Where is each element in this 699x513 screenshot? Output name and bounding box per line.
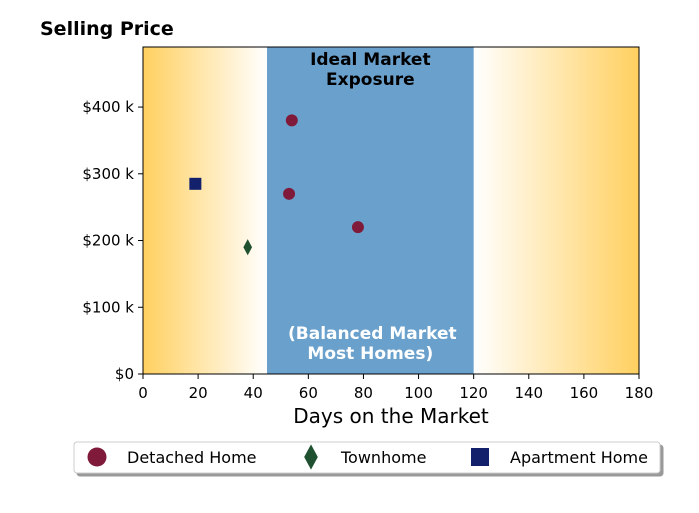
x-tick-label: 100 (404, 384, 433, 402)
left-gradient-region (143, 47, 267, 374)
band-top-label-line-2: Exposure (326, 70, 415, 90)
x-tick-label: 120 (459, 384, 488, 402)
plot-background (143, 47, 639, 374)
data-points (189, 114, 364, 256)
x-tick-label: 140 (514, 384, 543, 402)
axes-frame (142, 46, 640, 375)
right-gradient-region (473, 47, 639, 374)
y-tick-label: $200 k (82, 232, 134, 250)
apartment-home-legend-label: Apartment Home (510, 448, 648, 467)
y-axis-ticks: $0 $100 k $200 k $300 k $400 k (82, 98, 143, 383)
detached-home-point (283, 187, 296, 200)
y-tick-label: $0 (115, 365, 134, 383)
band-bottom-label-line-1: (Balanced Market (288, 324, 457, 344)
townhome-legend-marker (304, 444, 318, 470)
band-bottom-label-line-2: Most Homes) (307, 344, 433, 364)
detached-home-point (351, 221, 364, 234)
x-tick-label: 40 (244, 384, 263, 402)
x-axis-ticks: 0 20 40 60 80 100 120 140 160 180 (138, 374, 653, 402)
detached-home-legend-marker (87, 447, 107, 467)
detached-home-legend-label: Detached Home (127, 448, 257, 467)
legend-box (73, 441, 661, 474)
ideal-exposure-band (267, 47, 474, 374)
x-tick-label: 0 (138, 384, 148, 402)
x-tick-label: 80 (354, 384, 373, 402)
x-tick-label: 180 (625, 384, 654, 402)
band-top-label-line-1: Ideal Market (310, 50, 431, 70)
y-tick-label: $400 k (82, 98, 134, 116)
apartment-home-legend-marker (471, 448, 489, 466)
y-axis-title: Selling Price (40, 18, 174, 40)
legend: Detached Home Townhome Apartment Home (73, 441, 661, 474)
detached-home-point (285, 114, 298, 127)
x-tick-label: 20 (189, 384, 208, 402)
y-tick-label: $300 k (82, 165, 134, 183)
apartment-home-point (189, 177, 202, 190)
townhome-legend-label: Townhome (340, 448, 426, 467)
y-tick-label: $100 k (82, 298, 134, 316)
x-tick-label: 160 (570, 384, 599, 402)
townhome-point (243, 239, 253, 256)
x-tick-label: 60 (299, 384, 318, 402)
x-axis-title: Days on the Market (293, 404, 489, 428)
